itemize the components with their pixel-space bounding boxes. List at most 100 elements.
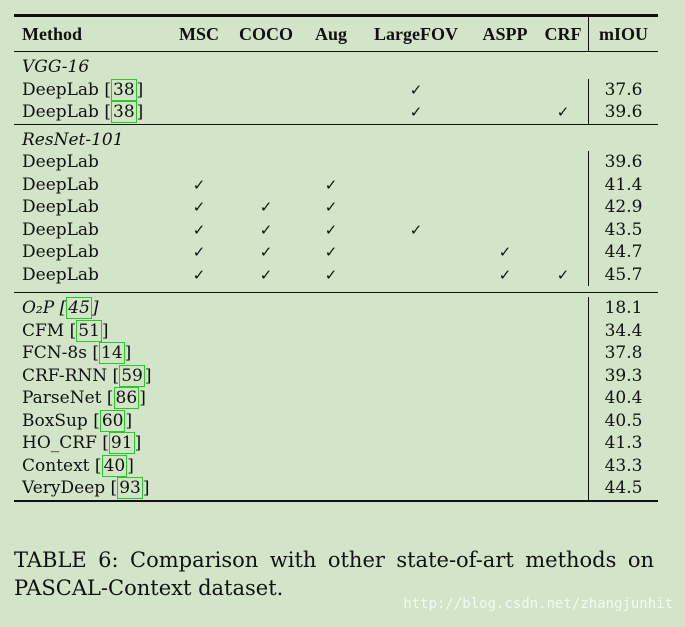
empty-cell	[360, 387, 472, 410]
rule-cell	[168, 286, 230, 293]
check-cell-aug	[302, 79, 360, 102]
method-name: DeepLab	[22, 102, 99, 122]
method-name: BoxSup	[22, 410, 88, 431]
method-cell: DeepLab	[14, 241, 168, 264]
empty-cell	[538, 342, 589, 365]
watermark-text: http://blog.csdn.net/zhangjunhit	[403, 596, 673, 612]
check-cell-aug: ✓	[324, 265, 338, 284]
citation-link[interactable]: 86	[113, 387, 140, 409]
citation-link[interactable]: 40	[101, 454, 128, 477]
empty-cell	[168, 297, 230, 320]
table-row: HO_CRF [91] 41.3	[14, 432, 658, 455]
empty-cell	[472, 387, 538, 410]
empty-cell	[230, 342, 302, 365]
check-cell-largefov	[360, 151, 472, 174]
citation-link[interactable]: 51	[76, 319, 102, 342]
comparison-table: Method MSC COCO Aug LargeFOV ASPP CRF mI…	[14, 14, 658, 502]
method-cell: Context [40]	[22, 454, 134, 477]
header-aspp: ASPP	[472, 14, 538, 52]
empty-cell	[230, 297, 302, 320]
check-cell-aspp	[472, 219, 538, 242]
method-cell: DeepLab	[14, 196, 168, 219]
check-cell-coco	[230, 101, 302, 125]
citation-link[interactable]: 93	[117, 477, 143, 499]
check-cell-msc	[168, 101, 230, 125]
empty-cell	[230, 387, 302, 410]
check-cell-aug	[302, 101, 360, 125]
empty-cell	[472, 320, 538, 343]
group-label-row: ResNet-101	[14, 129, 658, 152]
empty-cell	[360, 342, 472, 365]
miou-value: 44.7	[588, 241, 658, 264]
miou-value: 44.5	[588, 477, 658, 502]
empty-cell	[538, 410, 589, 433]
empty-cell	[360, 410, 472, 433]
empty-cell	[168, 477, 230, 502]
rule-cell	[302, 286, 360, 293]
rule-cell	[14, 286, 168, 293]
empty-cell	[538, 432, 589, 455]
check-cell-aspp	[472, 79, 538, 102]
method-cell: DeepLab [38]	[14, 101, 168, 125]
table-row: FCN-8s [14] 37.8	[14, 342, 658, 365]
check-cell-aug: ✓	[324, 243, 338, 261]
method-cell: DeepLab	[14, 264, 168, 287]
check-cell-largefov	[360, 196, 472, 219]
table-row: DeepLab ✓ ✓ ✓ ✓ 43.5	[14, 218, 658, 242]
miou-value: 41.4	[588, 173, 658, 196]
citation-link[interactable]: 59	[119, 364, 145, 387]
method-cell: O₂P [45]	[22, 297, 99, 319]
rule-cell	[360, 286, 472, 293]
empty-cell	[168, 410, 230, 433]
empty-cell	[168, 455, 230, 478]
table-caption: TABLE 6: Comparison with other state-of-…	[14, 548, 654, 600]
check-cell-coco: ✓	[259, 198, 273, 216]
empty-cell	[472, 297, 538, 320]
table-row: DeepLab ✓ ✓ ✓ ✓ ✓ 45.7	[14, 263, 658, 287]
miou-value: 37.6	[588, 78, 658, 101]
empty-cell	[360, 297, 472, 320]
method-name: DeepLab	[22, 242, 99, 262]
check-cell-largefov: ✓	[409, 220, 423, 239]
method-name: FCN-8s	[22, 343, 87, 363]
check-cell-largefov	[360, 174, 472, 197]
check-cell-coco: ✓	[259, 220, 273, 239]
miou-cell	[589, 129, 659, 152]
miou-value: 41.3	[588, 432, 658, 455]
check-cell-crf	[538, 241, 589, 264]
method-cell: DeepLab [38]	[22, 78, 144, 101]
method-name: DeepLab	[22, 197, 99, 217]
check-cell-msc: ✓	[192, 265, 206, 284]
double-rule-row	[14, 292, 658, 298]
citation-link[interactable]: 45	[66, 297, 92, 319]
miou-value: 39.6	[588, 151, 658, 174]
table-row: DeepLab [38] ✓ 37.6	[14, 78, 658, 102]
empty-cell	[230, 432, 302, 455]
header-aug: Aug	[302, 14, 360, 52]
empty-cell	[168, 387, 230, 410]
citation-link[interactable]: 38	[111, 101, 137, 123]
header-miou: mIOU	[588, 14, 658, 52]
table-row: DeepLab ✓ ✓ ✓ ✓ 44.7	[14, 241, 658, 264]
header-coco: COCO	[230, 14, 302, 52]
empty-cell	[230, 320, 302, 343]
check-cell-msc	[168, 151, 230, 174]
citation-link[interactable]: 60	[99, 409, 126, 432]
rule-cell	[538, 286, 589, 293]
method-cell: DeepLab	[14, 151, 168, 174]
empty-cell	[302, 455, 360, 478]
check-cell-msc: ✓	[192, 220, 206, 239]
citation-link[interactable]: 14	[99, 342, 125, 364]
citation-link[interactable]: 38	[111, 78, 137, 101]
miou-value: 39.6	[588, 101, 658, 125]
empty-cell	[302, 365, 360, 388]
table-row: ParseNet [86] 40.4	[14, 387, 658, 410]
citation-link[interactable]: 91	[108, 432, 135, 454]
empty-cell	[302, 410, 360, 433]
empty-cell	[360, 365, 472, 388]
check-cell-aspp	[472, 101, 538, 125]
empty-cell	[538, 365, 589, 388]
method-name: Context	[22, 455, 90, 476]
empty-cell	[538, 297, 589, 320]
table-body: VGG-16 DeepLab [38] ✓ 37.6 DeepLab [38] ✓ ✓ 39.…	[14, 52, 658, 502]
